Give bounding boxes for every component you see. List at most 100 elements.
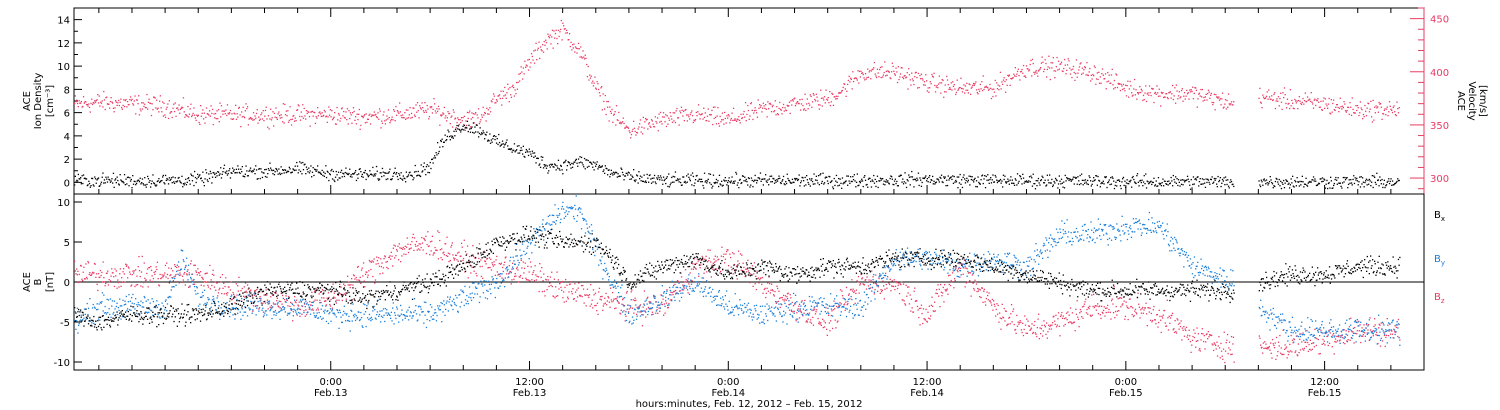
bz-series-point — [214, 281, 216, 283]
bz-series-point — [714, 255, 716, 257]
velocity-series-point — [890, 77, 892, 80]
density-tick-label: 14 — [57, 16, 70, 27]
velocity-series-point — [803, 108, 805, 110]
bz-series-point — [195, 271, 198, 273]
density-series-point — [657, 175, 659, 177]
density-series-point — [290, 172, 292, 174]
density-series-point — [742, 175, 744, 177]
density-series-point — [1117, 179, 1119, 181]
bz-series-point — [454, 257, 456, 260]
velocity-series-point — [361, 115, 363, 118]
velocity-series-point — [1108, 74, 1110, 76]
density-series-point — [425, 174, 427, 176]
velocity-series-point — [475, 112, 477, 114]
density-series-point — [998, 180, 1000, 182]
velocity-series-point — [868, 71, 870, 73]
bz-series-point — [351, 278, 353, 280]
velocity-series-point — [516, 81, 518, 84]
bz-series-point — [599, 298, 601, 300]
density-series-point — [222, 171, 224, 173]
density-series-point — [630, 178, 633, 180]
bz-series-point — [435, 249, 437, 251]
velocity-series-point — [1091, 78, 1093, 80]
bz-series-point — [143, 262, 145, 264]
velocity-series-point — [915, 71, 917, 73]
density-series-point — [794, 179, 797, 181]
density-series-point — [1342, 176, 1344, 179]
density-series-point — [1197, 176, 1199, 178]
velocity-series-point — [581, 57, 583, 59]
density-series-point — [847, 175, 849, 177]
bz-series-point — [215, 282, 218, 284]
time-tick-label: 0:00 — [717, 377, 739, 388]
bz-series-point — [323, 297, 325, 299]
bz-series-point — [926, 321, 928, 323]
density-series-point — [162, 174, 164, 177]
bz-series-point — [749, 282, 751, 284]
density-series-point — [1122, 178, 1124, 180]
velocity-series-point — [679, 110, 681, 112]
velocity-series-point — [1312, 107, 1315, 109]
velocity-series-point — [399, 102, 401, 104]
velocity-series-point — [882, 76, 884, 78]
velocity-series-point — [694, 118, 697, 121]
bz-series-point — [653, 296, 655, 298]
velocity-series-point — [1024, 75, 1026, 77]
velocity-series-point — [441, 114, 443, 116]
velocity-series-point — [1353, 112, 1356, 114]
velocity-series-point — [203, 112, 205, 114]
velocity-series-point — [140, 110, 142, 112]
velocity-series-point — [783, 110, 785, 112]
velocity-series-point — [1157, 95, 1160, 97]
velocity-series-point — [206, 113, 208, 115]
density-series-point — [828, 175, 830, 178]
density-series-point — [712, 185, 714, 187]
density-series-point — [1293, 186, 1295, 188]
density-series-point — [1146, 180, 1148, 182]
density-series-point — [544, 165, 546, 167]
density-series-point — [473, 132, 475, 134]
bz-series-point — [713, 258, 715, 260]
bz-series-point — [284, 301, 286, 303]
bz-series-point — [113, 276, 115, 278]
velocity-series-point — [655, 120, 657, 123]
velocity-series-point — [474, 113, 476, 115]
density-series-point — [897, 185, 899, 187]
velocity-series-point — [1027, 68, 1029, 70]
density-series-point — [345, 167, 347, 169]
velocity-series-point — [503, 95, 505, 97]
density-series-point — [210, 172, 212, 175]
density-series-point — [143, 184, 145, 186]
density-series-point — [1370, 185, 1372, 187]
density-series-point — [368, 174, 370, 177]
bz-series-point — [731, 252, 734, 254]
velocity-series-point — [1217, 97, 1219, 99]
velocity-series-point — [94, 100, 96, 102]
density-series-point — [830, 181, 832, 183]
bz-series-point — [327, 292, 330, 294]
density-series-point — [775, 181, 777, 183]
density-series-point — [1088, 175, 1090, 177]
velocity-series-point — [891, 71, 893, 73]
velocity-series-point — [1137, 93, 1139, 95]
density-series-point — [857, 185, 859, 187]
velocity-series-point — [457, 119, 460, 121]
bz-series-point — [96, 283, 98, 285]
density-series-point — [927, 181, 929, 183]
density-series-point — [1356, 177, 1358, 179]
density-series-point — [119, 174, 121, 176]
velocity-series-point — [185, 114, 188, 116]
velocity-series-point — [1272, 99, 1274, 101]
velocity-series-point — [968, 83, 970, 85]
density-series-point — [1285, 179, 1287, 181]
density-series-point — [954, 181, 956, 183]
velocity-series-point — [862, 73, 864, 76]
density-series-point — [705, 180, 707, 182]
density-series-point — [191, 180, 194, 182]
density-series-point — [426, 164, 428, 166]
density-series-point — [974, 177, 976, 179]
density-series-point — [1095, 175, 1098, 177]
bz-series-point — [337, 294, 339, 296]
density-tick-label: 12 — [57, 39, 70, 50]
bz-series-point — [365, 271, 367, 273]
